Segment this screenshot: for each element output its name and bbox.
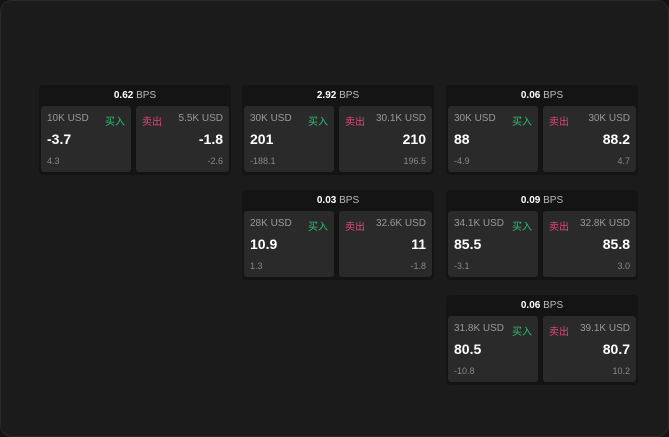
buy-size: 34.1K USD	[454, 218, 505, 229]
buy-price: 10.9	[250, 236, 278, 252]
buy-button[interactable]: 30K USD 买入 201 -188.1	[244, 106, 334, 172]
sell-size: 32.6K USD	[375, 218, 426, 229]
sell-size: 32.8K USD	[579, 218, 630, 229]
sell-label: 卖出	[142, 117, 162, 128]
sell-size: 39.1K USD	[579, 323, 630, 334]
sell-change: 4.7	[617, 156, 630, 166]
buy-change: -10.8	[454, 366, 475, 376]
sell-change: 10.2	[612, 366, 630, 376]
quote-card: 0.06 BPS 30K USD 买入 88 -4.9 卖出 30K USD 88.…	[446, 85, 638, 175]
sell-change: -1.8	[410, 261, 426, 271]
buy-size: 28K USD	[250, 218, 292, 229]
quote-card: 2.92 BPS 30K USD 买入 201 -188.1 卖出 30.1K US…	[242, 85, 434, 175]
buy-price: 88	[454, 131, 470, 147]
buy-button[interactable]: 30K USD 买入 88 -4.9	[448, 106, 538, 172]
sell-price: 85.8	[602, 236, 630, 252]
spread-header: 2.92 BPS	[242, 85, 434, 106]
sell-label: 卖出	[549, 117, 569, 128]
sell-button[interactable]: 卖出 5.5K USD -1.8 -2.6	[136, 106, 229, 172]
buy-price: 80.5	[454, 341, 482, 357]
spread-value: 0.09	[520, 195, 541, 206]
sell-change: 3.0	[617, 261, 630, 271]
spread-unit: BPS	[543, 195, 564, 206]
sell-size: 5.5K USD	[178, 113, 223, 124]
sell-price: 88.2	[602, 131, 630, 147]
buy-button[interactable]: 28K USD 买入 10.9 1.3	[244, 211, 334, 277]
sell-button[interactable]: 卖出 39.1K USD 80.7 10.2	[543, 316, 636, 382]
sell-change: 196.5	[403, 156, 426, 166]
spread-value: 0.06	[520, 300, 541, 311]
sell-size: 30.1K USD	[375, 113, 426, 124]
buy-size: 30K USD	[454, 113, 496, 124]
spread-unit: BPS	[543, 90, 564, 101]
buy-size: 10K USD	[47, 113, 89, 124]
spread-value: 0.06	[520, 90, 541, 101]
spread-unit: BPS	[136, 90, 157, 101]
buy-label: 买入	[512, 117, 532, 128]
sell-label: 卖出	[549, 222, 569, 233]
sell-label: 卖出	[345, 117, 365, 128]
sell-button[interactable]: 卖出 32.8K USD 85.8 3.0	[543, 211, 636, 277]
buy-button[interactable]: 31.8K USD 买入 80.5 -10.8	[448, 316, 538, 382]
buy-label: 买入	[308, 117, 328, 128]
sell-price: 80.7	[602, 341, 630, 357]
buy-change: -3.1	[454, 261, 470, 271]
sell-change: -2.6	[207, 156, 223, 166]
buy-change: 1.3	[250, 261, 263, 271]
buy-change: 4.3	[47, 156, 60, 166]
buy-button[interactable]: 34.1K USD 买入 85.5 -3.1	[448, 211, 538, 277]
buy-change: -188.1	[250, 156, 276, 166]
sell-button[interactable]: 卖出 30.1K USD 210 196.5	[339, 106, 432, 172]
spread-value: 0.62	[113, 90, 134, 101]
buy-label: 买入	[512, 327, 532, 338]
buy-label: 买入	[308, 222, 328, 233]
spread-unit: BPS	[543, 300, 564, 311]
sell-price: 11	[411, 236, 426, 252]
quote-card: 0.03 BPS 28K USD 买入 10.9 1.3 卖出 32.6K USD …	[242, 190, 434, 280]
sell-button[interactable]: 卖出 32.6K USD 11 -1.8	[339, 211, 432, 277]
sell-price: 210	[402, 131, 426, 147]
quote-card: 0.62 BPS 10K USD 买入 -3.7 4.3 卖出 5.5K USD -…	[39, 85, 231, 175]
quote-card: 0.09 BPS 34.1K USD 买入 85.5 -3.1 卖出 32.8K U…	[446, 190, 638, 280]
spread-value: 0.03	[316, 195, 337, 206]
buy-button[interactable]: 10K USD 买入 -3.7 4.3	[41, 106, 131, 172]
sell-label: 卖出	[549, 327, 569, 338]
buy-size: 30K USD	[250, 113, 292, 124]
spread-value: 2.92	[316, 90, 337, 101]
spread-header: 0.62 BPS	[39, 85, 231, 106]
buy-size: 31.8K USD	[454, 323, 505, 334]
buy-label: 买入	[105, 117, 125, 128]
quote-card: 0.06 BPS 31.8K USD 买入 80.5 -10.8 卖出 39.1K …	[446, 295, 638, 385]
spread-unit: BPS	[339, 195, 360, 206]
buy-price: 201	[250, 131, 274, 147]
spread-unit: BPS	[339, 90, 360, 101]
buy-price: -3.7	[47, 131, 72, 147]
spread-header: 0.06 BPS	[446, 85, 638, 106]
buy-label: 买入	[512, 222, 532, 233]
buy-change: -4.9	[454, 156, 470, 166]
sell-label: 卖出	[345, 222, 365, 233]
sell-button[interactable]: 卖出 30K USD 88.2 4.7	[543, 106, 636, 172]
spread-header: 0.09 BPS	[446, 190, 638, 211]
sell-price: -1.8	[198, 131, 223, 147]
buy-price: 85.5	[454, 236, 482, 252]
spread-header: 0.06 BPS	[446, 295, 638, 316]
sell-size: 30K USD	[588, 113, 630, 124]
spread-header: 0.03 BPS	[242, 190, 434, 211]
